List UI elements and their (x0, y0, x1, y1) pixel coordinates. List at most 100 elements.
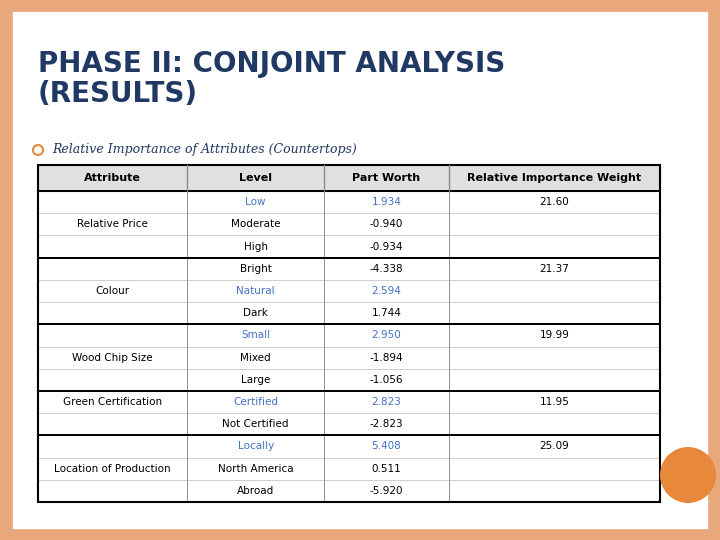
Text: Large: Large (241, 375, 271, 385)
Bar (187, 280, 324, 302)
Text: Not Certified: Not Certified (222, 419, 289, 429)
Bar (187, 413, 324, 435)
Text: -0.940: -0.940 (369, 219, 403, 230)
Bar (187, 347, 324, 369)
Bar (187, 369, 324, 391)
Bar (449, 391, 660, 413)
Bar (187, 235, 324, 258)
Bar (324, 413, 449, 435)
Bar (187, 302, 324, 325)
Bar (38, 165, 660, 502)
Bar (449, 391, 660, 413)
Bar (449, 165, 660, 191)
Bar (324, 235, 449, 258)
Text: (RESULTS): (RESULTS) (38, 80, 198, 108)
Bar (187, 213, 324, 235)
Bar (324, 165, 449, 191)
Bar (324, 302, 449, 325)
Text: 0.511: 0.511 (372, 464, 401, 474)
Bar (449, 413, 660, 435)
Text: 25.09: 25.09 (539, 442, 569, 451)
Bar (38, 191, 187, 213)
Circle shape (33, 145, 43, 155)
Text: -0.934: -0.934 (369, 241, 403, 252)
Text: Small: Small (241, 330, 270, 340)
Bar (187, 369, 324, 391)
Circle shape (660, 447, 716, 503)
Bar (449, 165, 660, 191)
Text: -5.920: -5.920 (369, 486, 403, 496)
Bar (324, 435, 449, 457)
Bar (187, 191, 324, 213)
Bar (449, 413, 660, 435)
Bar (38, 457, 187, 480)
Bar (449, 347, 660, 369)
Text: Location of Production: Location of Production (54, 464, 171, 474)
Bar (38, 213, 187, 235)
Text: Attribute: Attribute (84, 173, 141, 183)
Bar (449, 480, 660, 502)
Bar (38, 325, 187, 347)
Bar (449, 435, 660, 457)
Bar (38, 480, 187, 502)
Bar (449, 280, 660, 302)
Text: Bright: Bright (240, 264, 271, 274)
Text: 11.95: 11.95 (539, 397, 570, 407)
Bar (38, 258, 187, 280)
Bar (187, 480, 324, 502)
Bar (449, 235, 660, 258)
Text: 1.744: 1.744 (372, 308, 401, 318)
Bar (324, 213, 449, 235)
Text: PHASE II: CONJOINT ANALYSIS: PHASE II: CONJOINT ANALYSIS (38, 50, 505, 78)
Bar (324, 258, 449, 280)
Text: -2.823: -2.823 (369, 419, 403, 429)
Bar (324, 191, 449, 213)
Bar (324, 347, 449, 369)
Bar (324, 325, 449, 347)
Bar (38, 347, 187, 369)
Bar (38, 165, 187, 191)
Text: Relative Price: Relative Price (77, 219, 148, 230)
Bar (187, 235, 324, 258)
Text: High: High (243, 241, 268, 252)
Text: Locally: Locally (238, 442, 274, 451)
Bar (449, 302, 660, 325)
Bar (449, 457, 660, 480)
Bar (38, 435, 187, 457)
Bar (187, 413, 324, 435)
Text: 21.60: 21.60 (539, 197, 569, 207)
Bar (38, 435, 660, 502)
Bar (38, 280, 187, 302)
Bar (449, 457, 660, 480)
Text: Dark: Dark (243, 308, 268, 318)
Bar (187, 480, 324, 502)
Text: Abroad: Abroad (237, 486, 274, 496)
Bar (324, 369, 449, 391)
Bar (38, 165, 187, 191)
Bar (187, 435, 324, 457)
Bar (187, 191, 324, 213)
Bar (449, 435, 660, 457)
Bar (38, 391, 187, 413)
Bar (324, 369, 449, 391)
Bar (38, 347, 187, 369)
Bar (187, 258, 324, 280)
Bar (449, 235, 660, 258)
Bar (38, 435, 187, 457)
Text: 2.823: 2.823 (372, 397, 401, 407)
Text: 5.408: 5.408 (372, 442, 401, 451)
Bar (324, 480, 449, 502)
Bar (38, 325, 660, 391)
Bar (324, 480, 449, 502)
Text: Relative Importance Weight: Relative Importance Weight (467, 173, 642, 183)
Bar (38, 302, 187, 325)
Bar (38, 369, 187, 391)
Text: Certified: Certified (233, 397, 278, 407)
Text: North America: North America (218, 464, 294, 474)
Bar (324, 280, 449, 302)
Text: -1.894: -1.894 (369, 353, 403, 362)
Bar (449, 325, 660, 347)
Bar (38, 258, 187, 280)
Bar (449, 325, 660, 347)
Bar (324, 191, 449, 213)
